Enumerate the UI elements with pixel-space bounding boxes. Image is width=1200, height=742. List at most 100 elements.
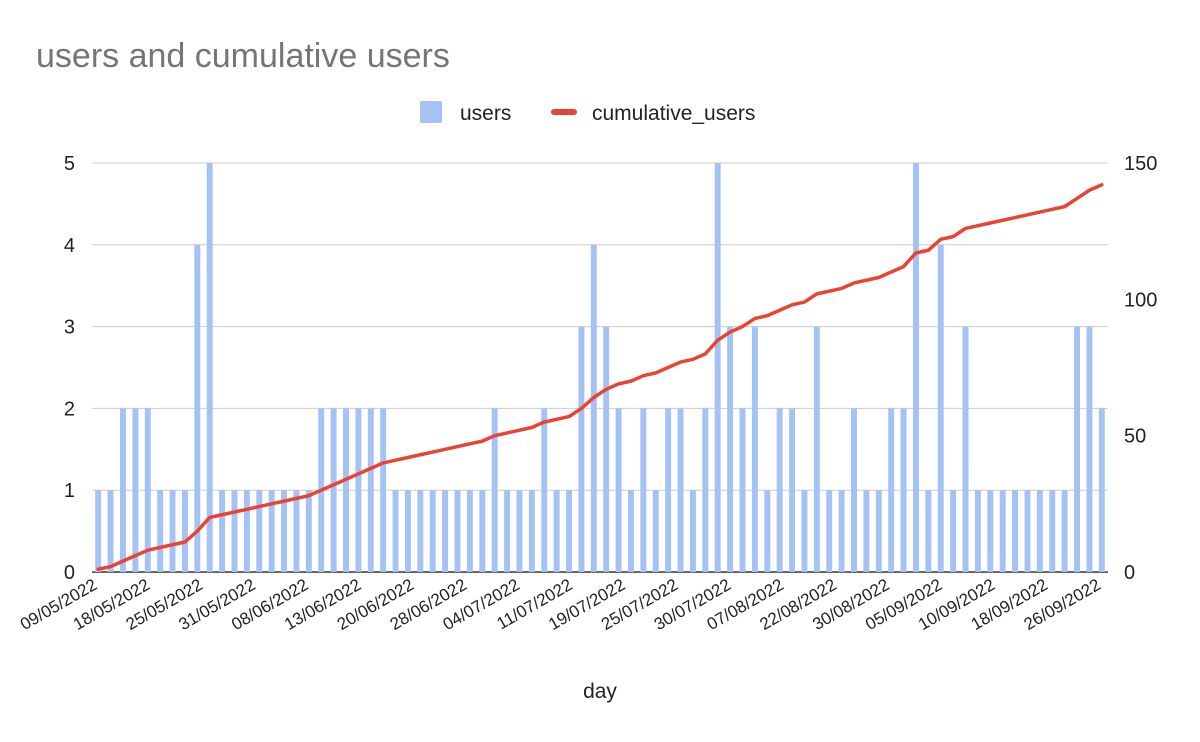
legend-swatch-users (420, 101, 442, 123)
bar (95, 490, 102, 572)
bar (640, 408, 647, 572)
bar (628, 490, 634, 572)
bar (516, 490, 523, 572)
bar (677, 408, 684, 572)
bar (987, 490, 994, 572)
bar (181, 490, 188, 572)
bar (231, 490, 238, 572)
bar (132, 408, 139, 572)
bar (243, 490, 250, 572)
bar (1061, 490, 1068, 572)
bar (330, 408, 337, 572)
bar (937, 244, 944, 573)
bar (838, 490, 845, 572)
bar (479, 490, 486, 572)
y-left-tick-label: 4 (64, 235, 75, 257)
bar (603, 326, 610, 572)
y-right-tick-label: 50 (1124, 426, 1146, 448)
y-left-tick-label: 0 (64, 562, 75, 584)
bar (801, 490, 808, 572)
bar (1074, 326, 1080, 572)
bar (776, 408, 783, 572)
bar (504, 490, 511, 572)
bar (268, 490, 275, 572)
y-right-tick-label: 150 (1124, 153, 1157, 175)
bar (714, 163, 721, 572)
bar (875, 490, 882, 572)
y-left-tick-label: 3 (64, 317, 75, 339)
y-right-tick-label: 100 (1124, 289, 1157, 311)
bar (1098, 408, 1105, 572)
bar (689, 490, 696, 572)
bar (1012, 490, 1019, 572)
bar (219, 490, 226, 572)
line-series-cumulative-users (96, 183, 1104, 572)
bar (1024, 490, 1031, 572)
bar (206, 163, 213, 572)
bar (392, 490, 399, 572)
bar (528, 490, 535, 572)
bar (466, 490, 473, 572)
bar (169, 490, 176, 572)
legend: users cumulative_users (420, 101, 755, 125)
legend-swatch-cumulative-users (551, 109, 577, 115)
bar (380, 408, 387, 572)
bar (1036, 490, 1043, 572)
y-left-tick-label: 5 (64, 153, 75, 175)
y-right-tick-label: 0 (1124, 562, 1135, 584)
bar (578, 326, 585, 572)
legend-label-users: users (460, 102, 511, 125)
bar (355, 408, 362, 572)
bar (615, 408, 622, 572)
bar (144, 408, 151, 572)
bar (590, 244, 597, 573)
bar (541, 408, 548, 572)
bar (739, 408, 746, 572)
bar (888, 408, 895, 572)
x-axis-title: day (583, 680, 617, 703)
bar (367, 408, 374, 572)
bar (120, 408, 126, 572)
bar (1049, 490, 1056, 572)
bar (789, 408, 796, 572)
bar (305, 490, 312, 572)
bar (863, 490, 870, 572)
bar (813, 326, 820, 572)
bar (912, 163, 919, 572)
y-axis-right: 0 50 100 150 (1124, 153, 1157, 584)
bar (553, 490, 560, 572)
bar (727, 326, 734, 572)
bar (194, 244, 201, 573)
bar (343, 408, 349, 572)
bar (999, 490, 1006, 572)
bar (157, 490, 164, 572)
bar (491, 408, 498, 572)
y-left-tick-label: 1 (64, 480, 75, 502)
bar (107, 490, 114, 572)
bar (665, 408, 672, 572)
y-axis-left: 0 1 2 3 4 5 (64, 153, 75, 584)
bar (950, 490, 957, 572)
legend-label-cumulative-users: cumulative_users (592, 102, 755, 125)
bar (417, 490, 424, 572)
y-left-tick-label: 2 (64, 398, 75, 420)
bar (454, 490, 461, 572)
bar (256, 490, 263, 572)
bar (1086, 326, 1093, 572)
bar (974, 490, 981, 572)
bar (925, 490, 932, 572)
bar (826, 490, 833, 572)
bar (751, 326, 758, 572)
bar (442, 490, 449, 572)
bar (764, 490, 771, 572)
bar (962, 326, 969, 572)
bar (429, 490, 436, 572)
cumulative-users-line (96, 183, 1104, 572)
bar (404, 490, 411, 572)
bar (851, 408, 857, 572)
bar (900, 408, 907, 572)
bar (281, 490, 288, 572)
chart-title: users and cumulative users (36, 37, 450, 75)
x-axis: 09/05/202218/05/202225/05/202231/05/2022… (17, 575, 1104, 634)
